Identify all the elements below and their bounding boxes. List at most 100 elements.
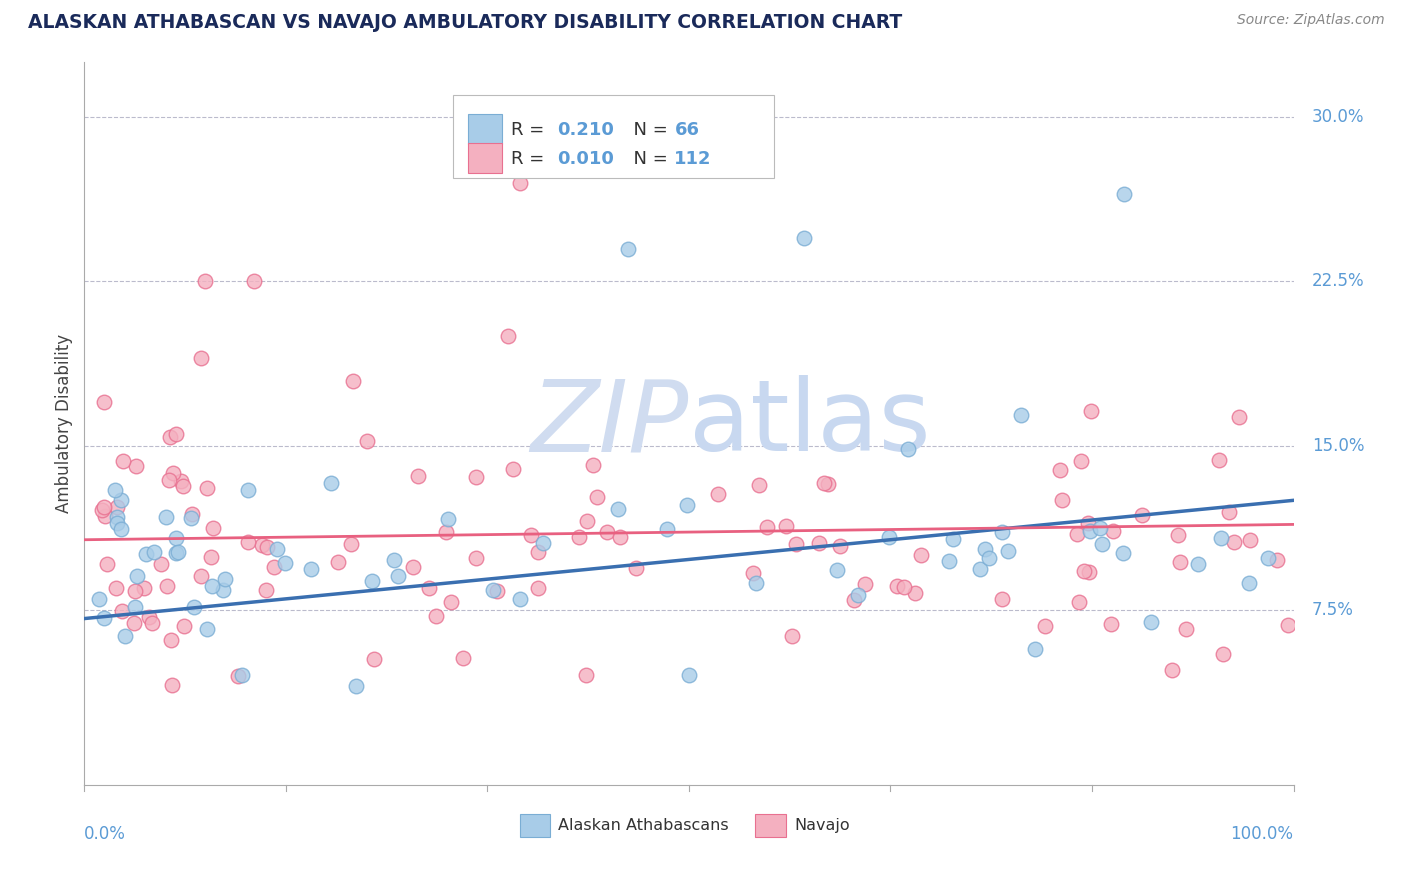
Point bbox=[1208, 453, 1230, 467]
Point bbox=[434, 525, 457, 540]
Point bbox=[741, 566, 763, 580]
Point bbox=[238, 534, 260, 549]
Point bbox=[807, 536, 830, 550]
Point bbox=[617, 242, 640, 256]
Point bbox=[1052, 493, 1074, 508]
Point bbox=[263, 560, 285, 574]
Point bbox=[200, 550, 222, 565]
Point bbox=[607, 502, 630, 516]
Point bbox=[183, 599, 205, 614]
Point bbox=[1239, 533, 1261, 548]
Point bbox=[1237, 576, 1260, 591]
Point bbox=[676, 498, 699, 512]
Point bbox=[509, 176, 531, 190]
Point bbox=[893, 580, 915, 594]
Point bbox=[93, 500, 115, 514]
Point bbox=[160, 632, 183, 647]
Point bbox=[202, 521, 225, 535]
Point bbox=[159, 430, 181, 444]
Point bbox=[990, 591, 1012, 606]
Text: N =: N = bbox=[623, 150, 673, 168]
Point bbox=[485, 583, 508, 598]
Point bbox=[1187, 558, 1209, 572]
Point bbox=[575, 668, 598, 682]
Text: 0.0%: 0.0% bbox=[84, 825, 127, 843]
Point bbox=[157, 473, 180, 487]
Text: 66: 66 bbox=[675, 120, 699, 138]
Point bbox=[1218, 505, 1240, 519]
Point bbox=[817, 477, 839, 491]
Point bbox=[1227, 409, 1250, 424]
Point bbox=[94, 509, 117, 524]
Point bbox=[979, 551, 1001, 566]
Point bbox=[1091, 537, 1114, 551]
Point bbox=[879, 530, 901, 544]
Point bbox=[440, 595, 463, 609]
Point bbox=[938, 554, 960, 568]
Point bbox=[172, 478, 194, 492]
Y-axis label: Ambulatory Disability: Ambulatory Disability bbox=[55, 334, 73, 513]
Point bbox=[910, 549, 932, 563]
Point bbox=[1080, 403, 1102, 417]
Point bbox=[1209, 531, 1232, 545]
Point bbox=[342, 374, 364, 388]
Text: 30.0%: 30.0% bbox=[1312, 108, 1364, 126]
Point bbox=[785, 537, 807, 551]
Text: atlas: atlas bbox=[689, 376, 931, 472]
Point bbox=[363, 652, 385, 666]
Point bbox=[1139, 615, 1161, 629]
Point bbox=[813, 476, 835, 491]
Text: R =: R = bbox=[512, 120, 550, 138]
FancyBboxPatch shape bbox=[468, 143, 502, 173]
Text: Source: ZipAtlas.com: Source: ZipAtlas.com bbox=[1237, 13, 1385, 28]
Point bbox=[520, 528, 543, 542]
Point bbox=[585, 490, 607, 504]
Point bbox=[496, 329, 519, 343]
Point bbox=[828, 539, 851, 553]
Point bbox=[678, 668, 700, 682]
Point bbox=[190, 351, 212, 366]
Point bbox=[531, 536, 554, 550]
Point bbox=[124, 458, 146, 473]
Point bbox=[124, 584, 146, 599]
Point bbox=[110, 522, 132, 536]
Point bbox=[842, 593, 865, 607]
FancyBboxPatch shape bbox=[755, 814, 786, 837]
Point bbox=[1049, 463, 1071, 477]
Point bbox=[576, 514, 599, 528]
Text: 0.210: 0.210 bbox=[557, 120, 614, 138]
Point bbox=[226, 669, 249, 683]
Point bbox=[568, 530, 591, 544]
Point bbox=[465, 470, 488, 484]
Point bbox=[582, 458, 605, 472]
Point bbox=[1161, 663, 1184, 677]
Point bbox=[1112, 545, 1135, 559]
Point bbox=[125, 569, 148, 583]
Text: Navajo: Navajo bbox=[794, 818, 849, 833]
Text: 112: 112 bbox=[675, 150, 711, 168]
Point bbox=[181, 507, 204, 521]
Text: 100.0%: 100.0% bbox=[1230, 825, 1294, 843]
Point bbox=[111, 454, 134, 468]
Point bbox=[1070, 454, 1092, 468]
Point bbox=[256, 540, 278, 554]
Point bbox=[236, 483, 259, 497]
Point bbox=[1080, 524, 1102, 538]
Point bbox=[195, 622, 218, 636]
Point bbox=[195, 481, 218, 495]
Point bbox=[254, 583, 277, 598]
Point bbox=[156, 579, 179, 593]
Point bbox=[756, 520, 779, 534]
Point bbox=[509, 591, 531, 606]
Point bbox=[502, 462, 524, 476]
Point bbox=[252, 538, 274, 552]
Point bbox=[266, 541, 288, 556]
Point bbox=[1024, 642, 1046, 657]
Point bbox=[482, 582, 505, 597]
Point bbox=[166, 544, 188, 558]
Point bbox=[90, 503, 112, 517]
Point bbox=[1257, 551, 1279, 566]
Point bbox=[465, 551, 488, 566]
Point bbox=[897, 442, 920, 457]
Point bbox=[321, 475, 343, 490]
